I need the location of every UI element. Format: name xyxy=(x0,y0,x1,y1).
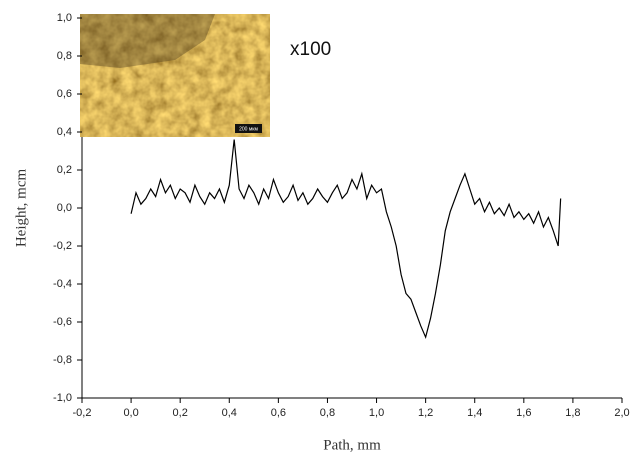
y-tick-label: -0,6 xyxy=(53,316,72,328)
scale-bar-box xyxy=(235,124,262,133)
x-tick-label: 1,4 xyxy=(467,407,482,419)
y-tick-label: 0,0 xyxy=(57,202,72,214)
micrograph-inset: 200 мкм xyxy=(80,14,270,137)
micrograph-texture xyxy=(80,14,270,137)
y-tick-label: 0,8 xyxy=(57,50,72,62)
x-tick-label: 0,6 xyxy=(271,407,286,419)
y-tick-label: 0,6 xyxy=(57,88,72,100)
x-tick-label: 2,0 xyxy=(614,407,629,419)
x-tick-label: -0,2 xyxy=(73,407,92,419)
y-tick-label: -0,8 xyxy=(53,354,72,366)
y-tick-label: -1,0 xyxy=(53,392,72,404)
x-tick-label: 0,2 xyxy=(173,407,188,419)
x-tick-label: 0,8 xyxy=(320,407,335,419)
y-tick-label: 0,2 xyxy=(57,164,72,176)
y-axis-title: Height, mcm xyxy=(13,169,29,248)
micrograph-dark-region xyxy=(80,14,215,68)
x-tick-label: 1,0 xyxy=(369,407,384,419)
y-tick-label: -0,4 xyxy=(53,278,72,290)
scale-bar-label: 200 мкм xyxy=(239,126,258,132)
y-tick-label: -0,2 xyxy=(53,240,72,252)
y-tick-label: 0,4 xyxy=(57,126,72,138)
x-tick-label: 1,8 xyxy=(565,407,580,419)
x-tick-label: 1,6 xyxy=(516,407,531,419)
x-tick-label: 0,4 xyxy=(222,407,237,419)
x-axis-title: Path, mm xyxy=(323,437,381,453)
x-tick-label: 0,0 xyxy=(123,407,138,419)
y-tick-label: 1,0 xyxy=(57,12,72,24)
x-tick-label: 1,2 xyxy=(418,407,433,419)
profile-line xyxy=(130,139,562,340)
magnification-label: x100 xyxy=(290,39,331,60)
